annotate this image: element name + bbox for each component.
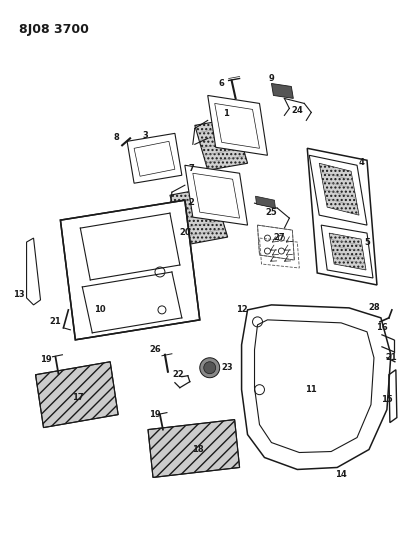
Text: 13: 13: [13, 290, 24, 300]
Text: 19: 19: [149, 410, 161, 419]
Polygon shape: [329, 233, 366, 270]
Text: 21: 21: [49, 317, 61, 326]
Polygon shape: [241, 305, 391, 470]
Text: 11: 11: [305, 385, 317, 394]
Text: 2: 2: [189, 198, 195, 207]
Text: 15: 15: [381, 395, 393, 404]
Circle shape: [204, 362, 216, 374]
Text: 26: 26: [149, 345, 161, 354]
Polygon shape: [170, 187, 228, 245]
Text: 10: 10: [95, 305, 106, 314]
Text: 8: 8: [113, 133, 119, 142]
Text: 18: 18: [192, 445, 203, 454]
Text: 4: 4: [358, 158, 364, 167]
Text: 14: 14: [335, 470, 347, 479]
Polygon shape: [127, 133, 182, 183]
Polygon shape: [195, 118, 247, 170]
Polygon shape: [321, 225, 373, 278]
Polygon shape: [309, 155, 367, 225]
Polygon shape: [60, 200, 200, 340]
Text: 28: 28: [368, 303, 380, 312]
Polygon shape: [255, 196, 275, 208]
Text: 25: 25: [266, 208, 277, 216]
Text: 9: 9: [269, 74, 275, 83]
Polygon shape: [134, 141, 175, 176]
Text: 12: 12: [236, 305, 247, 314]
Polygon shape: [82, 272, 182, 333]
Text: 16: 16: [376, 324, 388, 333]
Polygon shape: [255, 320, 374, 453]
Text: 17: 17: [73, 393, 84, 402]
Circle shape: [200, 358, 220, 378]
Text: 22: 22: [172, 370, 184, 379]
Polygon shape: [319, 163, 359, 215]
Text: 19: 19: [40, 356, 51, 364]
Polygon shape: [185, 165, 247, 225]
Polygon shape: [80, 213, 180, 280]
Text: 27: 27: [274, 232, 285, 241]
Text: 5: 5: [364, 238, 370, 247]
Text: 24: 24: [291, 106, 303, 115]
Polygon shape: [208, 95, 267, 155]
Text: 6: 6: [219, 79, 225, 88]
Polygon shape: [271, 84, 293, 99]
Text: 1: 1: [223, 109, 229, 118]
Polygon shape: [36, 362, 118, 427]
Text: 7: 7: [189, 164, 195, 173]
Polygon shape: [148, 419, 239, 478]
Text: 23: 23: [222, 363, 233, 372]
Text: 3: 3: [142, 131, 148, 140]
Text: 8J08 3700: 8J08 3700: [19, 22, 89, 36]
Text: 20: 20: [179, 228, 191, 237]
Text: 21: 21: [385, 353, 397, 362]
